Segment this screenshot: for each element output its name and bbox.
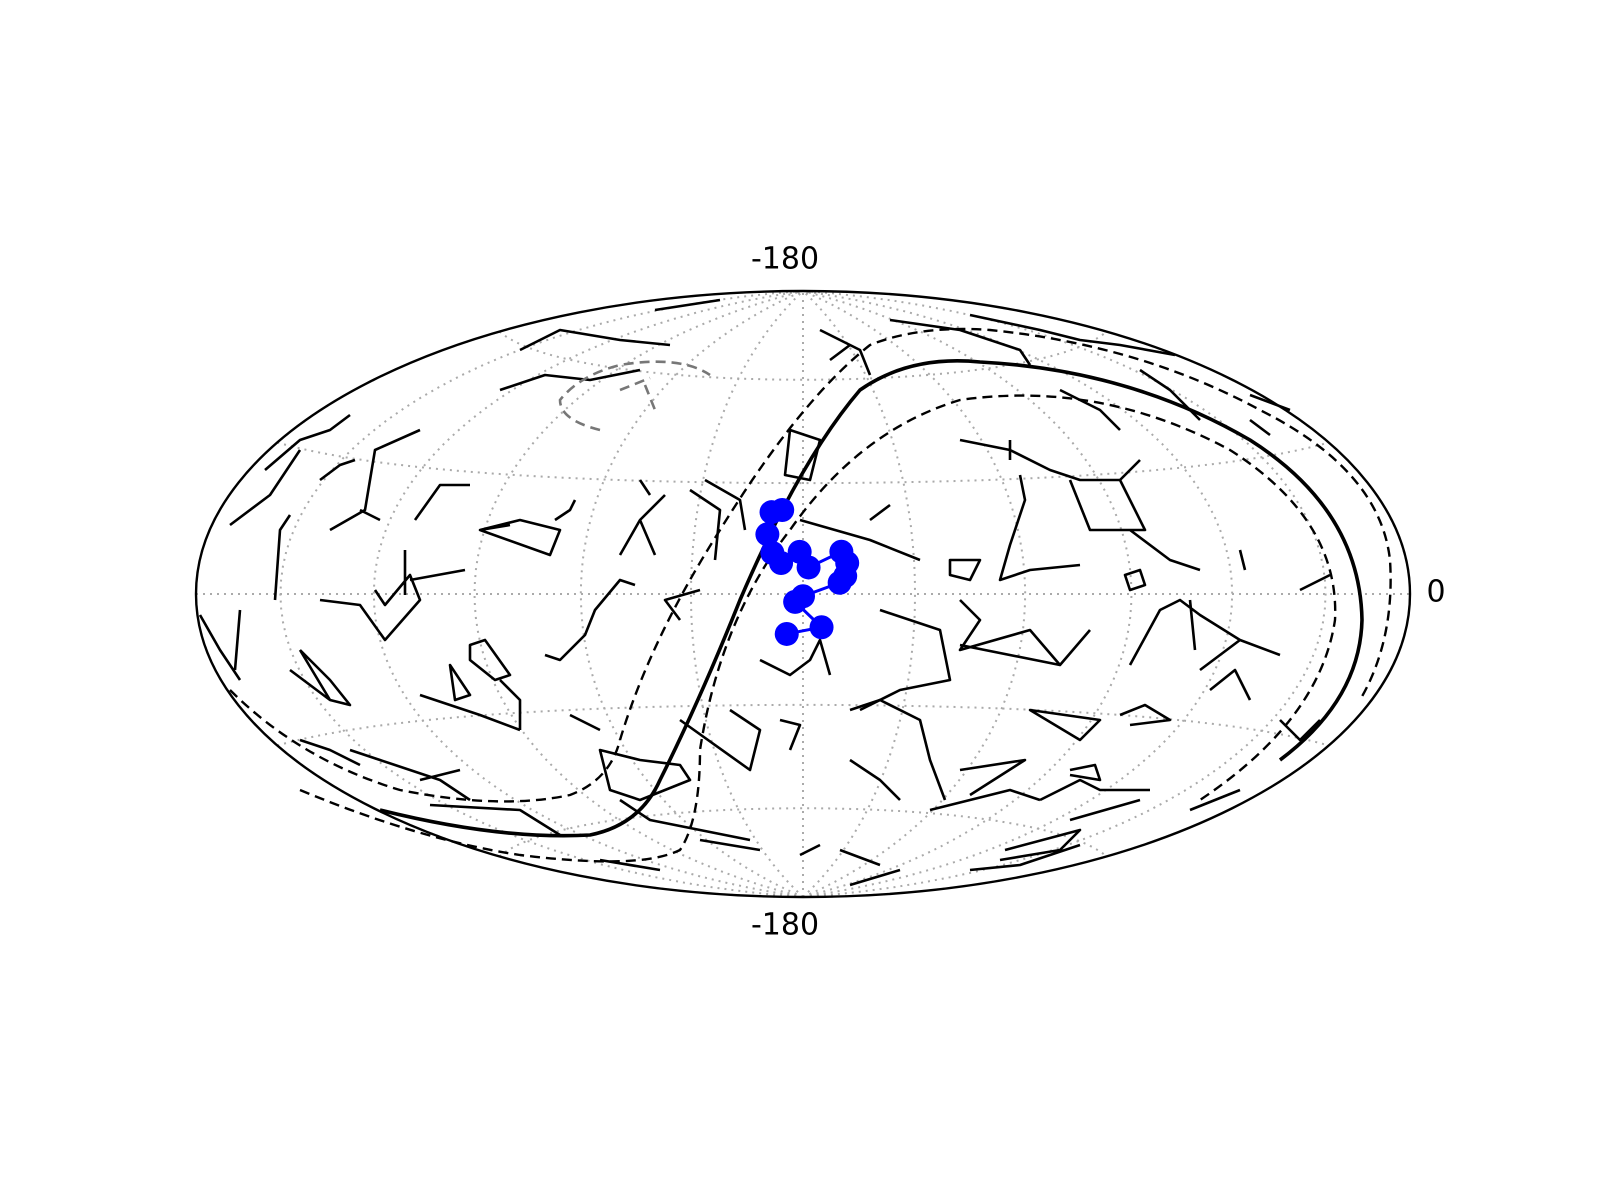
constellation [759, 503, 947, 801]
bottom-label: -180 [751, 908, 819, 943]
point [769, 550, 794, 575]
map-outline [194, 289, 1412, 899]
right-label: 0 [1426, 575, 1445, 610]
point [759, 500, 784, 525]
point [783, 589, 808, 614]
parallel [498, 330, 1108, 381]
point [827, 570, 852, 595]
parallel [277, 441, 1329, 485]
point [796, 555, 821, 580]
point [755, 522, 780, 547]
constellation [198, 609, 761, 872]
meridian [372, 290, 804, 898]
constellation [264, 298, 721, 532]
top-label: -180 [751, 242, 819, 277]
point [774, 621, 799, 646]
constellation [859, 558, 1091, 712]
constellation [889, 313, 1291, 437]
ecliptic-curve [379, 359, 1364, 838]
constellation [959, 703, 1172, 802]
constellation [1123, 549, 1331, 701]
dashed-curve [229, 327, 1392, 803]
meridian [579, 290, 804, 898]
point [809, 615, 834, 640]
constellation [799, 719, 1321, 887]
constellation [289, 483, 577, 707]
constellation-lines [198, 298, 1331, 887]
constellation [959, 438, 1201, 582]
dashed-curve [558, 360, 711, 432]
meridian [802, 290, 1234, 898]
dashed-curve [299, 394, 1337, 863]
parallel [277, 703, 1329, 747]
constellation [419, 479, 666, 732]
constellation [663, 328, 872, 621]
parallel [498, 807, 1108, 858]
reference-curves [229, 327, 1392, 863]
points [755, 498, 860, 646]
constellation [448, 663, 762, 842]
meridian [802, 290, 917, 898]
constellation [229, 449, 466, 642]
